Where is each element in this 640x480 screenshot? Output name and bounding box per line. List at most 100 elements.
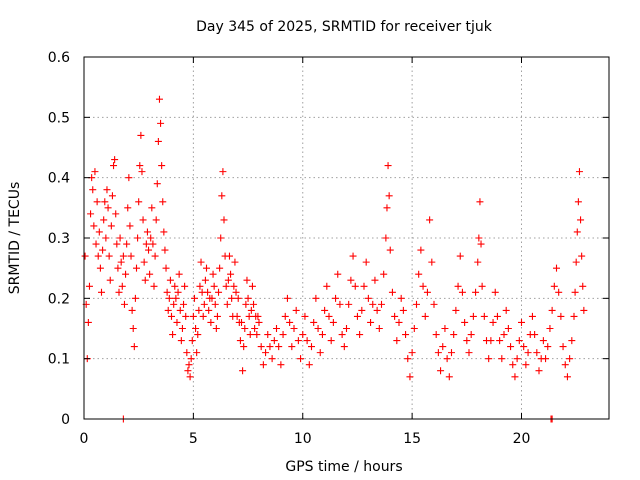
x-tick-label: 0 [80, 431, 89, 447]
data-point [548, 306, 556, 314]
data-point [388, 288, 396, 296]
data-point [160, 228, 168, 236]
data-point [477, 240, 485, 248]
data-point [89, 186, 97, 194]
data-point [154, 137, 162, 145]
data-point [273, 325, 280, 332]
axis-ticks [83, 56, 609, 420]
data-point [87, 210, 95, 218]
y-tick-label: 0 [61, 412, 70, 428]
data-point [542, 355, 550, 363]
data-point [544, 343, 552, 351]
data-point [463, 337, 471, 345]
data-points [81, 95, 588, 423]
data-point [180, 300, 188, 308]
data-point [140, 258, 148, 266]
data-point [367, 318, 375, 326]
data-point [243, 276, 251, 284]
data-point [123, 240, 131, 248]
data-point [428, 258, 436, 266]
data-point [189, 312, 197, 320]
data-point [95, 228, 103, 236]
data-point [450, 331, 458, 339]
data-point [281, 312, 289, 320]
data-point [120, 300, 128, 308]
data-point [246, 331, 254, 339]
data-point [172, 294, 180, 302]
data-point [382, 234, 390, 242]
data-point [303, 337, 311, 345]
data-point [316, 349, 324, 357]
data-point [577, 216, 585, 224]
data-point [404, 355, 412, 363]
data-point [169, 331, 177, 339]
data-point [353, 312, 361, 320]
x-tick-label: 10 [294, 431, 312, 447]
data-point [224, 276, 232, 284]
data-point [227, 270, 235, 278]
data-point [351, 282, 359, 290]
data-point [215, 288, 223, 296]
data-point [178, 325, 186, 332]
data-point [489, 318, 497, 326]
data-point [349, 252, 357, 260]
data-point [187, 355, 195, 363]
data-point [415, 270, 423, 278]
data-point [461, 318, 469, 326]
data-point [165, 294, 173, 302]
y-tick-label: 0.4 [48, 171, 70, 187]
data-point [106, 276, 114, 284]
data-point [247, 306, 255, 314]
data-point [185, 361, 193, 369]
data-point [161, 246, 169, 254]
data-point [515, 337, 523, 345]
data-point [550, 282, 558, 290]
data-point [138, 168, 146, 176]
data-point [217, 234, 225, 242]
data-point [207, 318, 215, 326]
data-point [571, 288, 579, 296]
data-point [244, 294, 252, 302]
data-point [171, 282, 179, 290]
data-point [294, 337, 302, 345]
data-point [146, 270, 154, 278]
data-point [148, 204, 156, 212]
data-point [225, 252, 233, 260]
data-point [310, 318, 318, 326]
data-point [312, 294, 320, 302]
y-tick-label: 0.5 [48, 110, 70, 126]
data-point [253, 331, 261, 339]
data-point [168, 312, 175, 320]
data-point [332, 294, 340, 302]
data-point [338, 331, 346, 339]
data-point [318, 331, 326, 339]
data-point [96, 264, 104, 272]
data-point [250, 300, 258, 308]
data-point [204, 288, 212, 296]
data-point [266, 343, 274, 351]
data-point [230, 282, 238, 290]
data-point [190, 294, 198, 302]
data-point [92, 240, 100, 248]
data-point [254, 312, 262, 320]
data-point [283, 294, 291, 302]
data-point [498, 355, 506, 363]
data-point [232, 288, 240, 296]
data-point [323, 282, 331, 290]
data-point [391, 312, 399, 320]
data-point [356, 331, 364, 339]
data-point [223, 300, 231, 308]
data-point [182, 312, 190, 320]
data-point [222, 282, 230, 290]
data-point [242, 300, 250, 308]
data-point [264, 331, 272, 339]
data-point [437, 367, 445, 375]
data-point [220, 216, 228, 224]
data-point [131, 294, 139, 302]
data-point [133, 264, 140, 272]
data-point [458, 288, 466, 296]
data-point [126, 222, 134, 230]
data-point [197, 258, 205, 266]
data-point [568, 337, 576, 345]
x-tick-label: 20 [513, 431, 531, 447]
